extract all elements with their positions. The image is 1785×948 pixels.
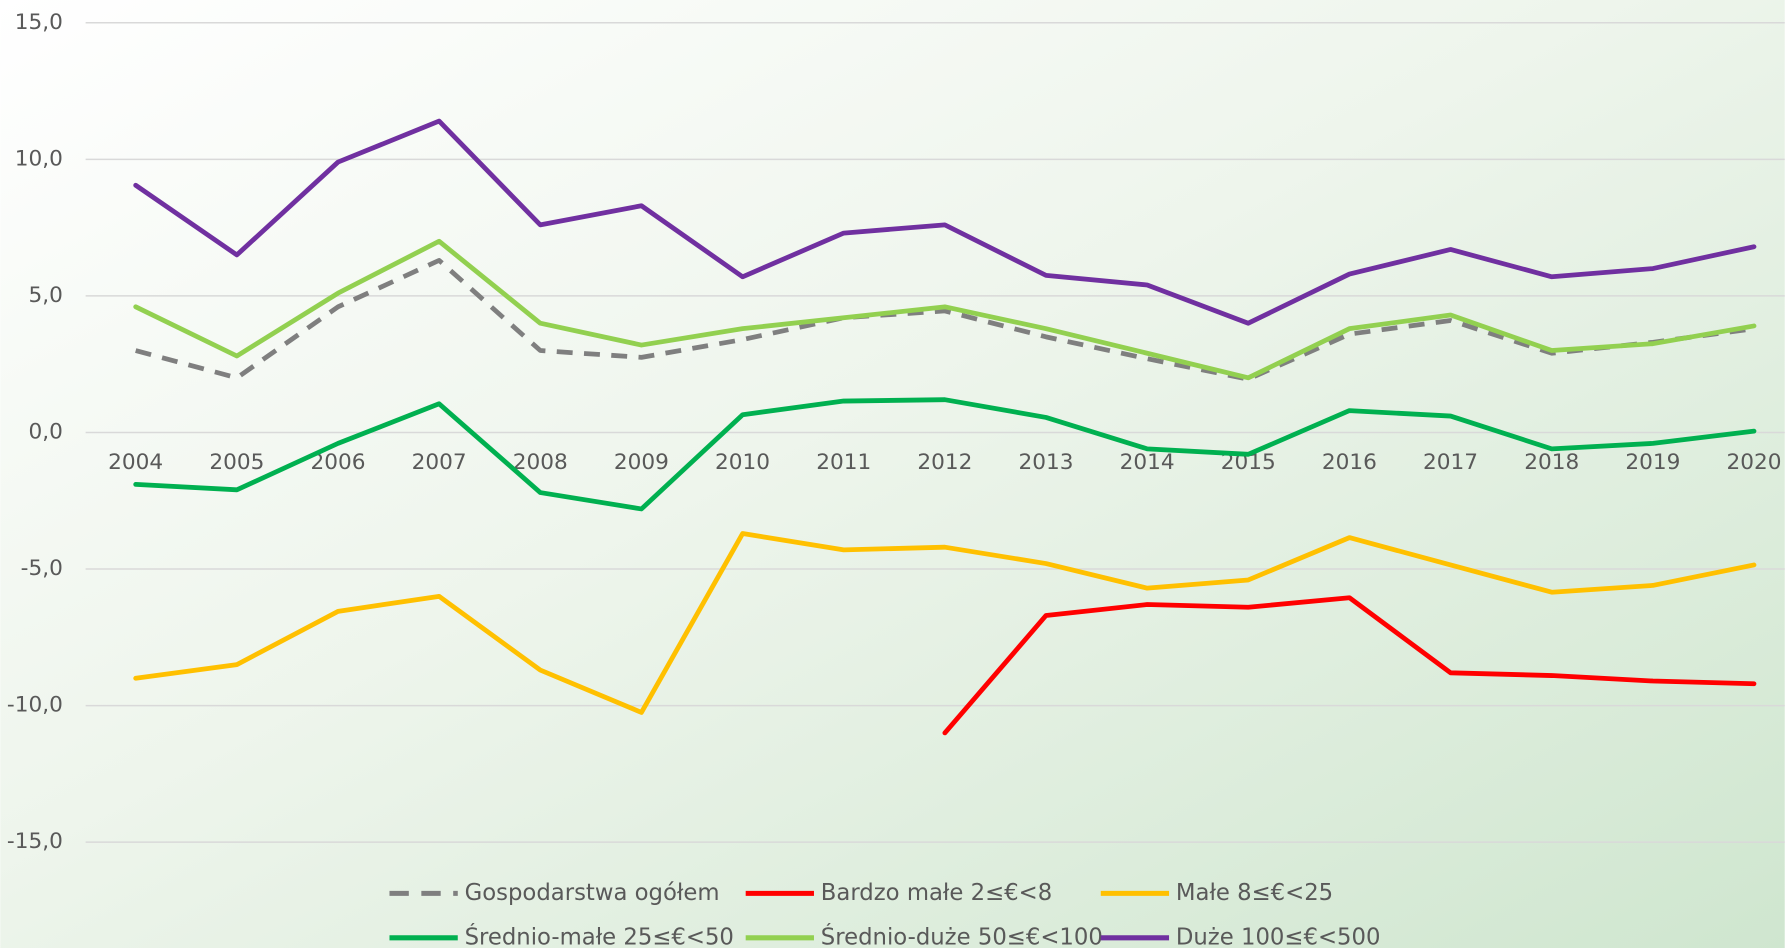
series-line [133, 238, 1757, 381]
x-tick-label: 2012 [917, 450, 972, 475]
x-tick-label: 2008 [513, 450, 568, 475]
x-tick-label: 2020 [1727, 450, 1782, 475]
y-tick-label: 15,0 [15, 10, 63, 35]
x-tick-label: 2014 [1120, 450, 1175, 475]
x-tick-label: 2004 [108, 450, 163, 475]
series-line [133, 118, 1757, 326]
y-tick-label: -5,0 [21, 556, 63, 581]
legend-label: Średnio-duże 50≤€<100 [821, 922, 1103, 948]
series-line [135, 257, 1755, 382]
series-line [133, 397, 1757, 512]
x-tick-label: 2018 [1524, 450, 1579, 475]
y-tick-label: 5,0 [28, 283, 62, 308]
series-line [133, 531, 1757, 715]
y-tick-label: -10,0 [7, 693, 63, 718]
x-tick-label: 2005 [209, 450, 264, 475]
y-tick-label: 10,0 [15, 146, 63, 171]
x-tick-label: 2019 [1625, 450, 1680, 475]
y-tick-label: -15,0 [7, 829, 63, 854]
legend-label: Bardzo małe 2≤€<8 [821, 880, 1052, 906]
legend-label: Gospodarstwa ogółem [465, 880, 720, 906]
x-tick-label: 2013 [1018, 450, 1073, 475]
x-tick-label: 2009 [614, 450, 669, 475]
legend-label: Średnio-małe 25≤€<50 [465, 922, 734, 948]
y-tick-label: 0,0 [28, 419, 62, 444]
series-line [942, 595, 1757, 736]
x-tick-label: 2007 [412, 450, 467, 475]
x-tick-label: 2017 [1423, 450, 1478, 475]
x-tick-label: 2016 [1322, 450, 1377, 475]
x-tick-label: 2011 [816, 450, 871, 475]
legend-label: Małe 8≤€<25 [1176, 880, 1333, 906]
x-tick-label: 2010 [715, 450, 770, 475]
legend-label: Duże 100≤€<500 [1176, 924, 1381, 948]
